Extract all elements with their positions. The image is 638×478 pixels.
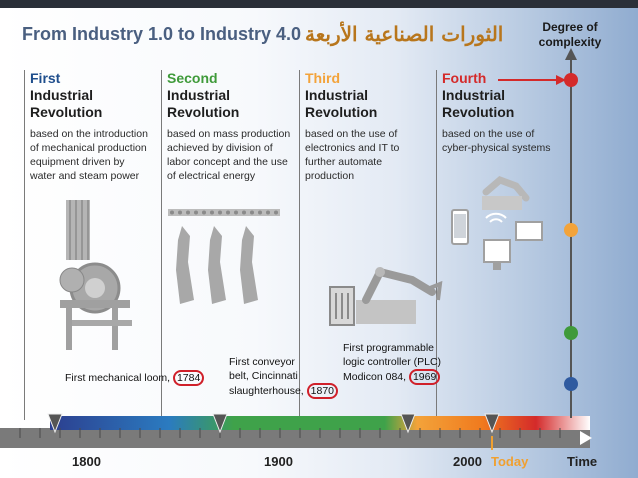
axis-label-1900: 1900 [264, 454, 293, 469]
second-revolution: Second Industrial Revolution based on ma… [167, 70, 303, 183]
event-first-mechanical-loom: First mechanical loom, 1784 [65, 370, 205, 386]
revolution-description: based on the use of cyber-physical syste… [442, 128, 551, 154]
timeline-track [0, 428, 590, 448]
column-separator [24, 70, 25, 420]
column-separator [161, 70, 162, 420]
complexity-dot-second [564, 326, 578, 340]
year-badge: 1784 [172, 370, 205, 386]
axis-label-today: Today [491, 454, 529, 469]
axis-label-time: Time [567, 454, 598, 469]
complexity-dot-fourth [564, 73, 578, 87]
first-revolution: First Industrial Revolution based on the… [30, 70, 166, 183]
revolution-description: based on mass production achieved by div… [167, 128, 291, 182]
revolution-number: Second [167, 70, 218, 86]
axis-label-2000: 2000 [453, 454, 482, 469]
timeline-ticks [19, 428, 561, 438]
marker-today [484, 413, 500, 434]
revolution-number: Fourth [442, 70, 487, 86]
fourth-revolution: Fourth Industrial Revolution based on th… [442, 70, 578, 155]
event-first-conveyor-belt: First conveyor belt, Cincinnati slaughte… [229, 355, 339, 399]
year-badge: 1969 [408, 369, 441, 385]
page-title: From Industry 1.0 to Industry 4.0 [22, 24, 302, 44]
timeline-gradient [50, 416, 590, 430]
marker-1870 [212, 413, 228, 434]
complexity-dot-third [564, 223, 578, 237]
degree-of-complexity-label: Degree of complexity [538, 20, 602, 49]
mechanical-loom-illustration [59, 200, 132, 350]
revolution-number: Third [305, 70, 340, 86]
column-separator [436, 70, 437, 420]
third-revolution: Third Industrial Revolution based on the… [305, 70, 441, 183]
cyber-physical-illustration [451, 175, 543, 270]
time-arrow-head [580, 431, 592, 445]
year-badge: 1870 [306, 383, 339, 399]
column-separator [299, 70, 300, 420]
revolution-description: based on the use of electronics and IT t… [305, 128, 400, 182]
revolution-number: First [30, 70, 61, 86]
conveyor-belt-illustration [168, 209, 280, 304]
revolution-description: based on the introduction of mechanical … [30, 128, 148, 182]
fourth-arrow-head [556, 75, 566, 85]
marker-1969 [400, 413, 416, 434]
axis-label-1800: 1800 [72, 454, 101, 469]
complexity-dot-first [564, 377, 578, 391]
marker-1784 [47, 413, 63, 434]
top-bar [0, 0, 638, 8]
complexity-arrow-head [565, 48, 577, 60]
event-first-plc: First programmable logic controller (PLC… [343, 342, 442, 385]
arabic-title: الثورات الصناعية الأربعة [305, 22, 504, 46]
plc-robot-illustration [329, 267, 443, 326]
